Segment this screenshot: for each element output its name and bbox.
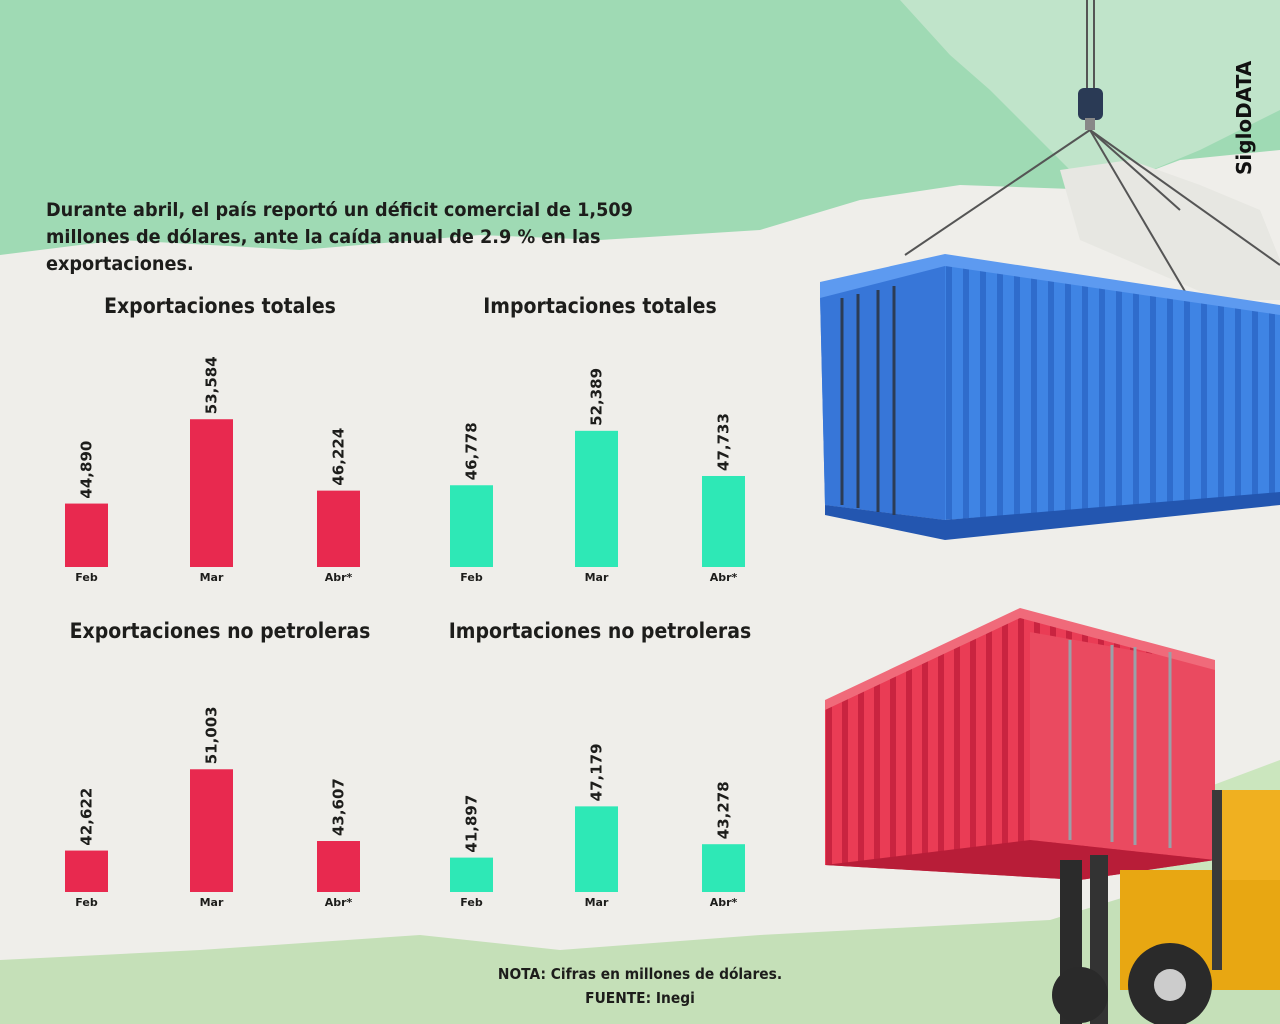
map-shape-icon xyxy=(900,0,1280,175)
source-text: FUENTE: Inegi xyxy=(585,989,695,1007)
forklift-icon xyxy=(1052,790,1280,1024)
crane-hook-icon xyxy=(904,0,1280,301)
bar-mar xyxy=(190,419,233,567)
map-shape-lower-icon xyxy=(1060,160,1280,300)
chart-title-importaciones-totales: Importaciones totales xyxy=(483,294,717,318)
chart-exportaciones-totales: 44,890 Feb 53,584 Mar 46,224 Abr* xyxy=(65,356,360,584)
value-label: 46,224 xyxy=(330,428,348,486)
blue-container-icon xyxy=(820,254,1280,540)
bar-feb xyxy=(450,857,493,892)
category-label: Abr* xyxy=(325,896,353,909)
value-label: 53,584 xyxy=(203,356,221,414)
chart-importaciones-no-petroleras: 41,897 Feb 47,179 Mar 43,278 Abr* xyxy=(450,743,745,909)
bar-feb xyxy=(65,850,108,892)
bar-feb xyxy=(65,503,108,567)
bar-abr xyxy=(317,841,360,892)
chart-title-importaciones-no-petroleras: Importaciones no petroleras xyxy=(448,619,752,643)
category-label: Feb xyxy=(75,896,98,909)
value-label: 43,607 xyxy=(330,778,348,836)
bar-mar xyxy=(575,430,618,567)
category-label: Mar xyxy=(585,896,609,909)
bar-mar xyxy=(190,769,233,892)
category-label: Abr* xyxy=(325,571,353,584)
value-label: 52,389 xyxy=(588,368,606,426)
chart-title-exportaciones-totales: Exportaciones totales xyxy=(104,294,336,318)
headline: Durante abril, el país reportó un défici… xyxy=(46,199,633,275)
chart-importaciones-totales: 46,778 Feb 52,389 Mar 47,733 Abr* xyxy=(450,368,745,584)
value-label: 46,778 xyxy=(463,422,481,480)
footnote: NOTA: Cifras en millones de dólares. FUE… xyxy=(440,962,840,1010)
value-label: 42,622 xyxy=(78,788,96,846)
bar-mar xyxy=(575,806,618,892)
category-label: Mar xyxy=(200,896,224,909)
category-label: Feb xyxy=(460,571,483,584)
note-text: NOTA: Cifras en millones de dólares. xyxy=(497,965,783,983)
value-label: 41,897 xyxy=(463,795,481,853)
category-label: Feb xyxy=(460,896,483,909)
chart-title-exportaciones-no-petroleras: Exportaciones no petroleras xyxy=(69,619,371,643)
bar-feb xyxy=(450,485,493,567)
value-label: 43,278 xyxy=(715,781,733,839)
value-label: 47,733 xyxy=(715,413,733,471)
value-label: 51,003 xyxy=(203,706,221,764)
bar-abr xyxy=(702,475,745,567)
category-label: Abr* xyxy=(710,896,738,909)
chart-exportaciones-no-petroleras: 42,622 Feb 51,003 Mar 43,607 Abr* xyxy=(65,706,360,909)
value-label: 47,179 xyxy=(588,743,606,801)
category-label: Mar xyxy=(585,571,609,584)
category-label: Feb xyxy=(75,571,98,584)
category-label: Abr* xyxy=(710,571,738,584)
green-band-bottom xyxy=(0,860,1280,1024)
category-label: Mar xyxy=(200,571,224,584)
value-label: 44,890 xyxy=(78,441,96,499)
brand-logo: SigloDATA xyxy=(1232,60,1256,175)
bar-abr xyxy=(317,490,360,567)
red-container-icon xyxy=(825,608,1215,880)
bar-abr xyxy=(702,844,745,892)
